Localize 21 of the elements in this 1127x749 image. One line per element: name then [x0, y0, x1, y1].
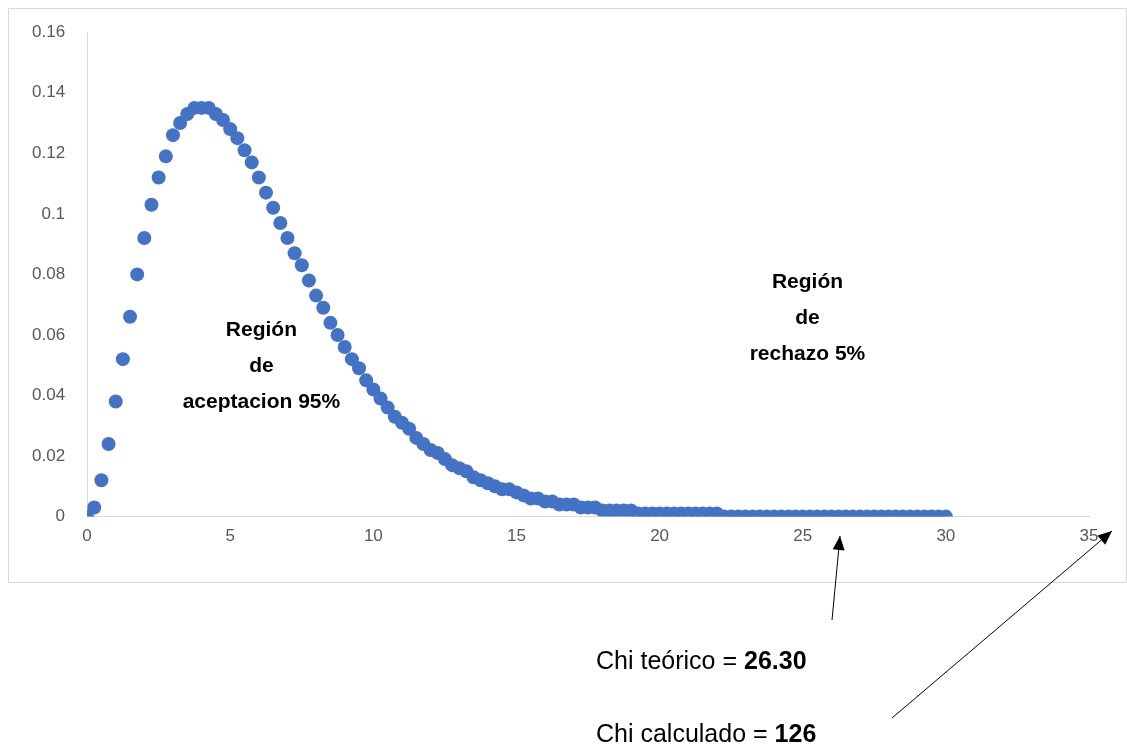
- x-tick-label: 15: [507, 526, 526, 546]
- y-tick-label: 0.12: [31, 142, 66, 162]
- y-tick-label: 0.02: [31, 445, 66, 465]
- annotation: Región de aceptacion 95%: [182, 316, 341, 412]
- annotation: Región de rechazo 5%: [749, 268, 866, 364]
- x-tick-label: 10: [363, 526, 383, 546]
- y-tick-label: 0.1: [41, 203, 66, 223]
- x-tick-label: 5: [225, 526, 235, 546]
- y-tick-label: 0.08: [31, 264, 66, 284]
- x-tick-label: 30: [936, 526, 956, 546]
- x-tick-label: 0: [82, 526, 92, 546]
- text: Chi calculado = 126: [596, 718, 817, 747]
- y-tick-label: 0: [55, 506, 66, 526]
- text: Chi teórico = 26.30: [596, 645, 807, 674]
- y-tick-label: 0.14: [31, 82, 66, 102]
- x-tick-label: 20: [650, 526, 670, 546]
- x-tick-label: 35: [1079, 526, 1099, 546]
- y-tick-label: 0.06: [31, 324, 66, 344]
- x-tick-label: 25: [793, 526, 813, 546]
- y-tick-label: 0.16: [31, 21, 66, 41]
- y-tick-label: 0.04: [31, 385, 66, 405]
